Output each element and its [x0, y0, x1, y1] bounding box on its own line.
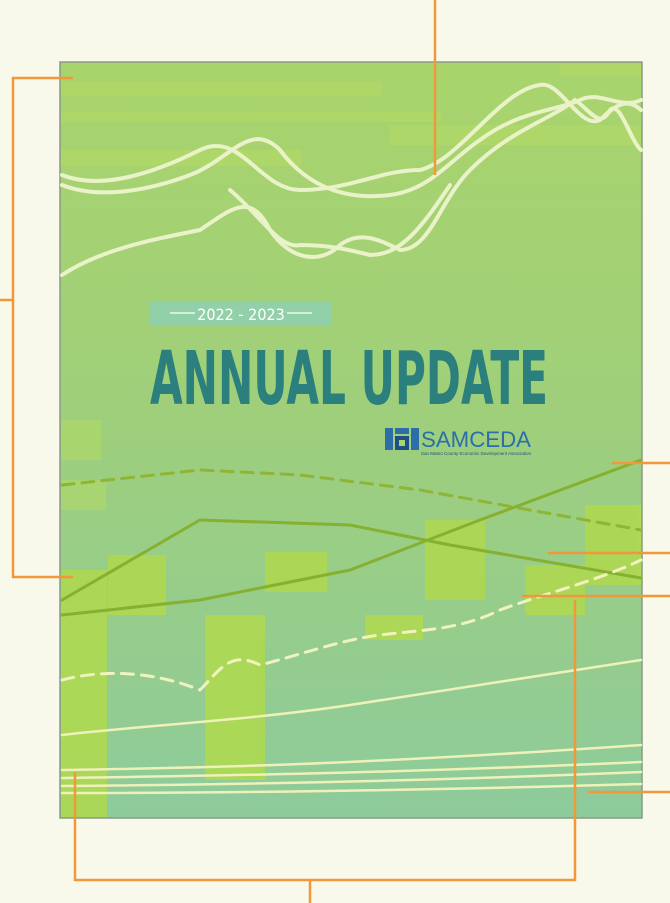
logo-text: SAMCEDA [421, 427, 531, 452]
cover: 2022 - 2023 ANNUAL UPDATE SAMCEDA San Ma… [60, 62, 642, 818]
years: 2022 - 2023 [197, 305, 285, 324]
page: 2022 - 2023 ANNUAL UPDATE SAMCEDA San Ma… [0, 0, 670, 903]
tagline: San Mateo County Economic Development As… [421, 451, 531, 456]
year-ribbon: 2022 - 2023 [150, 301, 332, 325]
canvas: 2022 - 2023 ANNUAL UPDATE SAMCEDA San Ma… [0, 0, 670, 903]
title: ANNUAL UPDATE [150, 336, 548, 422]
